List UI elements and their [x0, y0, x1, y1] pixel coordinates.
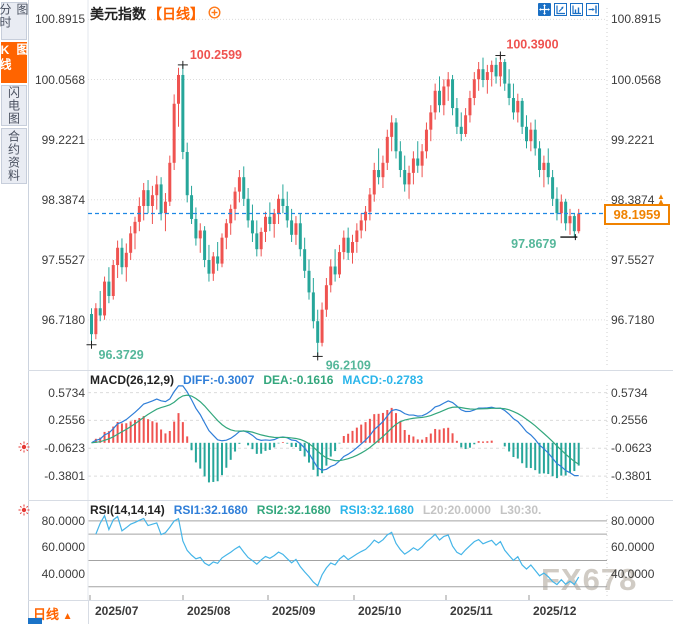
rsi-axis-label: 40.0000 — [611, 566, 655, 581]
macd-axis-label: -0.3801 — [611, 469, 652, 484]
rsi-axis-label: 80.0000 — [41, 513, 85, 528]
price-annotation: 97.8679 — [511, 237, 556, 251]
macd-axis-label: -0.3801 — [44, 469, 85, 484]
rsi2-value: RSI2:32.1680 — [256, 503, 331, 517]
y-axis-label: 100.0568 — [611, 72, 662, 87]
sidebar-tab-timeline[interactable]: 分时图 — [0, 2, 29, 40]
price-annotation: 96.2109 — [326, 358, 371, 372]
move-icon[interactable] — [538, 3, 551, 16]
y-axis-label: 97.5527 — [41, 252, 85, 267]
macd-macd-value: MACD:-0.2783 — [342, 373, 424, 387]
bottom-blue-chip — [28, 618, 42, 624]
y-axis-label: 99.2221 — [41, 132, 85, 147]
macd-axis-label: 0.5734 — [48, 385, 85, 400]
macd-axis-label: -0.0623 — [611, 441, 652, 456]
red-spark-icon — [18, 503, 30, 521]
y-axis-label: 98.3874 — [611, 192, 655, 207]
candlestick-series — [90, 55, 581, 357]
x-axis-label: 2025/12 — [533, 604, 577, 618]
price-up-arrows-icon: ▲ ▲ — [657, 192, 665, 207]
red-spark-icon — [18, 440, 30, 458]
symbol-name: 美元指数 — [90, 6, 146, 22]
rsi1-value: RSI1:32.1680 — [173, 503, 248, 517]
macd-diff-line — [91, 385, 579, 477]
price-annotation: 100.2599 — [190, 48, 242, 62]
macd-title: MACD(26,12,9) — [90, 373, 175, 387]
y-axis-label: 96.7180 — [611, 312, 655, 327]
rsi-l30-value: L30:30. — [499, 503, 542, 517]
rsi-line — [95, 514, 580, 587]
chart-title: 美元指数 【日线】 — [90, 4, 221, 24]
y-axis-label: 97.5527 — [611, 252, 655, 267]
y-axis-label: 100.8915 — [34, 12, 85, 27]
macd-header: MACD(26,12,9) DIFF:-0.3007 DEA:-0.1616 MACD… — [90, 373, 432, 387]
x-axis-label: 2025/10 — [358, 604, 402, 618]
sidebar-tab-flash[interactable]: 闪电图 — [1, 85, 27, 126]
x-axis-label: 2025/07 — [95, 604, 139, 618]
rsi-axis-label: 60.0000 — [41, 540, 85, 555]
price-annotation: 100.3900 — [506, 38, 558, 52]
y-axis-label: 99.2221 — [611, 132, 655, 147]
scale-chart-icon[interactable] — [570, 3, 583, 16]
panel-divider — [28, 600, 673, 601]
sidebar-tab-kline[interactable]: K线图 — [0, 42, 29, 83]
sidebar-divider — [28, 0, 29, 624]
x-axis-label: 2025/08 — [187, 604, 231, 618]
macd-axis-label: -0.0623 — [44, 441, 85, 456]
rsi3-value: RSI3:32.1680 — [339, 503, 414, 517]
last-price-tag: 98.1959 — [604, 204, 670, 226]
rsi-title: RSI(14,14,14) — [90, 503, 165, 517]
fit-chart-icon[interactable] — [554, 3, 567, 16]
price-annotation: 96.3729 — [99, 348, 144, 362]
jump-to-latest-icon[interactable] — [586, 3, 599, 16]
axis-corner-divider — [88, 600, 89, 624]
chart-toolbar — [538, 3, 599, 16]
macd-dea-value: DEA:-0.1616 — [263, 373, 334, 387]
add-indicator-icon[interactable] — [208, 6, 221, 22]
rsi-l20-value: L20:20.0000 — [422, 503, 491, 517]
rsi-axis-label: 80.0000 — [611, 513, 655, 528]
y-axis-label: 100.8915 — [611, 12, 662, 27]
sidebar-tab-contract-info[interactable]: 合约资料 — [1, 128, 27, 184]
macd-diff-value: DIFF:-0.3007 — [183, 373, 255, 387]
y-axis-label: 98.3874 — [41, 192, 85, 207]
x-axis-label: 2025/11 — [450, 604, 493, 618]
x-axis-label: 2025/09 — [272, 604, 316, 618]
rsi-axis-label: 60.0000 — [611, 540, 655, 555]
panel-divider[interactable] — [28, 500, 673, 501]
macd-axis-label: 0.2556 — [611, 413, 648, 428]
rsi-axis-label: 40.0000 — [41, 566, 85, 581]
macd-axis-label: 0.2556 — [48, 413, 85, 428]
rsi-header: RSI(14,14,14) RSI1:32.1680 RSI2:32.1680 RSI… — [90, 503, 550, 517]
y-axis-label: 100.0568 — [34, 72, 85, 87]
panel-divider[interactable] — [28, 370, 673, 371]
macd-dea-line — [91, 394, 580, 465]
watermark: FX678 — [541, 562, 638, 597]
period-label: 【日线】 — [148, 6, 204, 22]
macd-axis-label: 0.5734 — [611, 385, 648, 400]
y-axis-label: 96.7180 — [41, 312, 85, 327]
macd-histogram — [94, 407, 580, 483]
chevron-up-icon: ▲ — [62, 611, 73, 622]
